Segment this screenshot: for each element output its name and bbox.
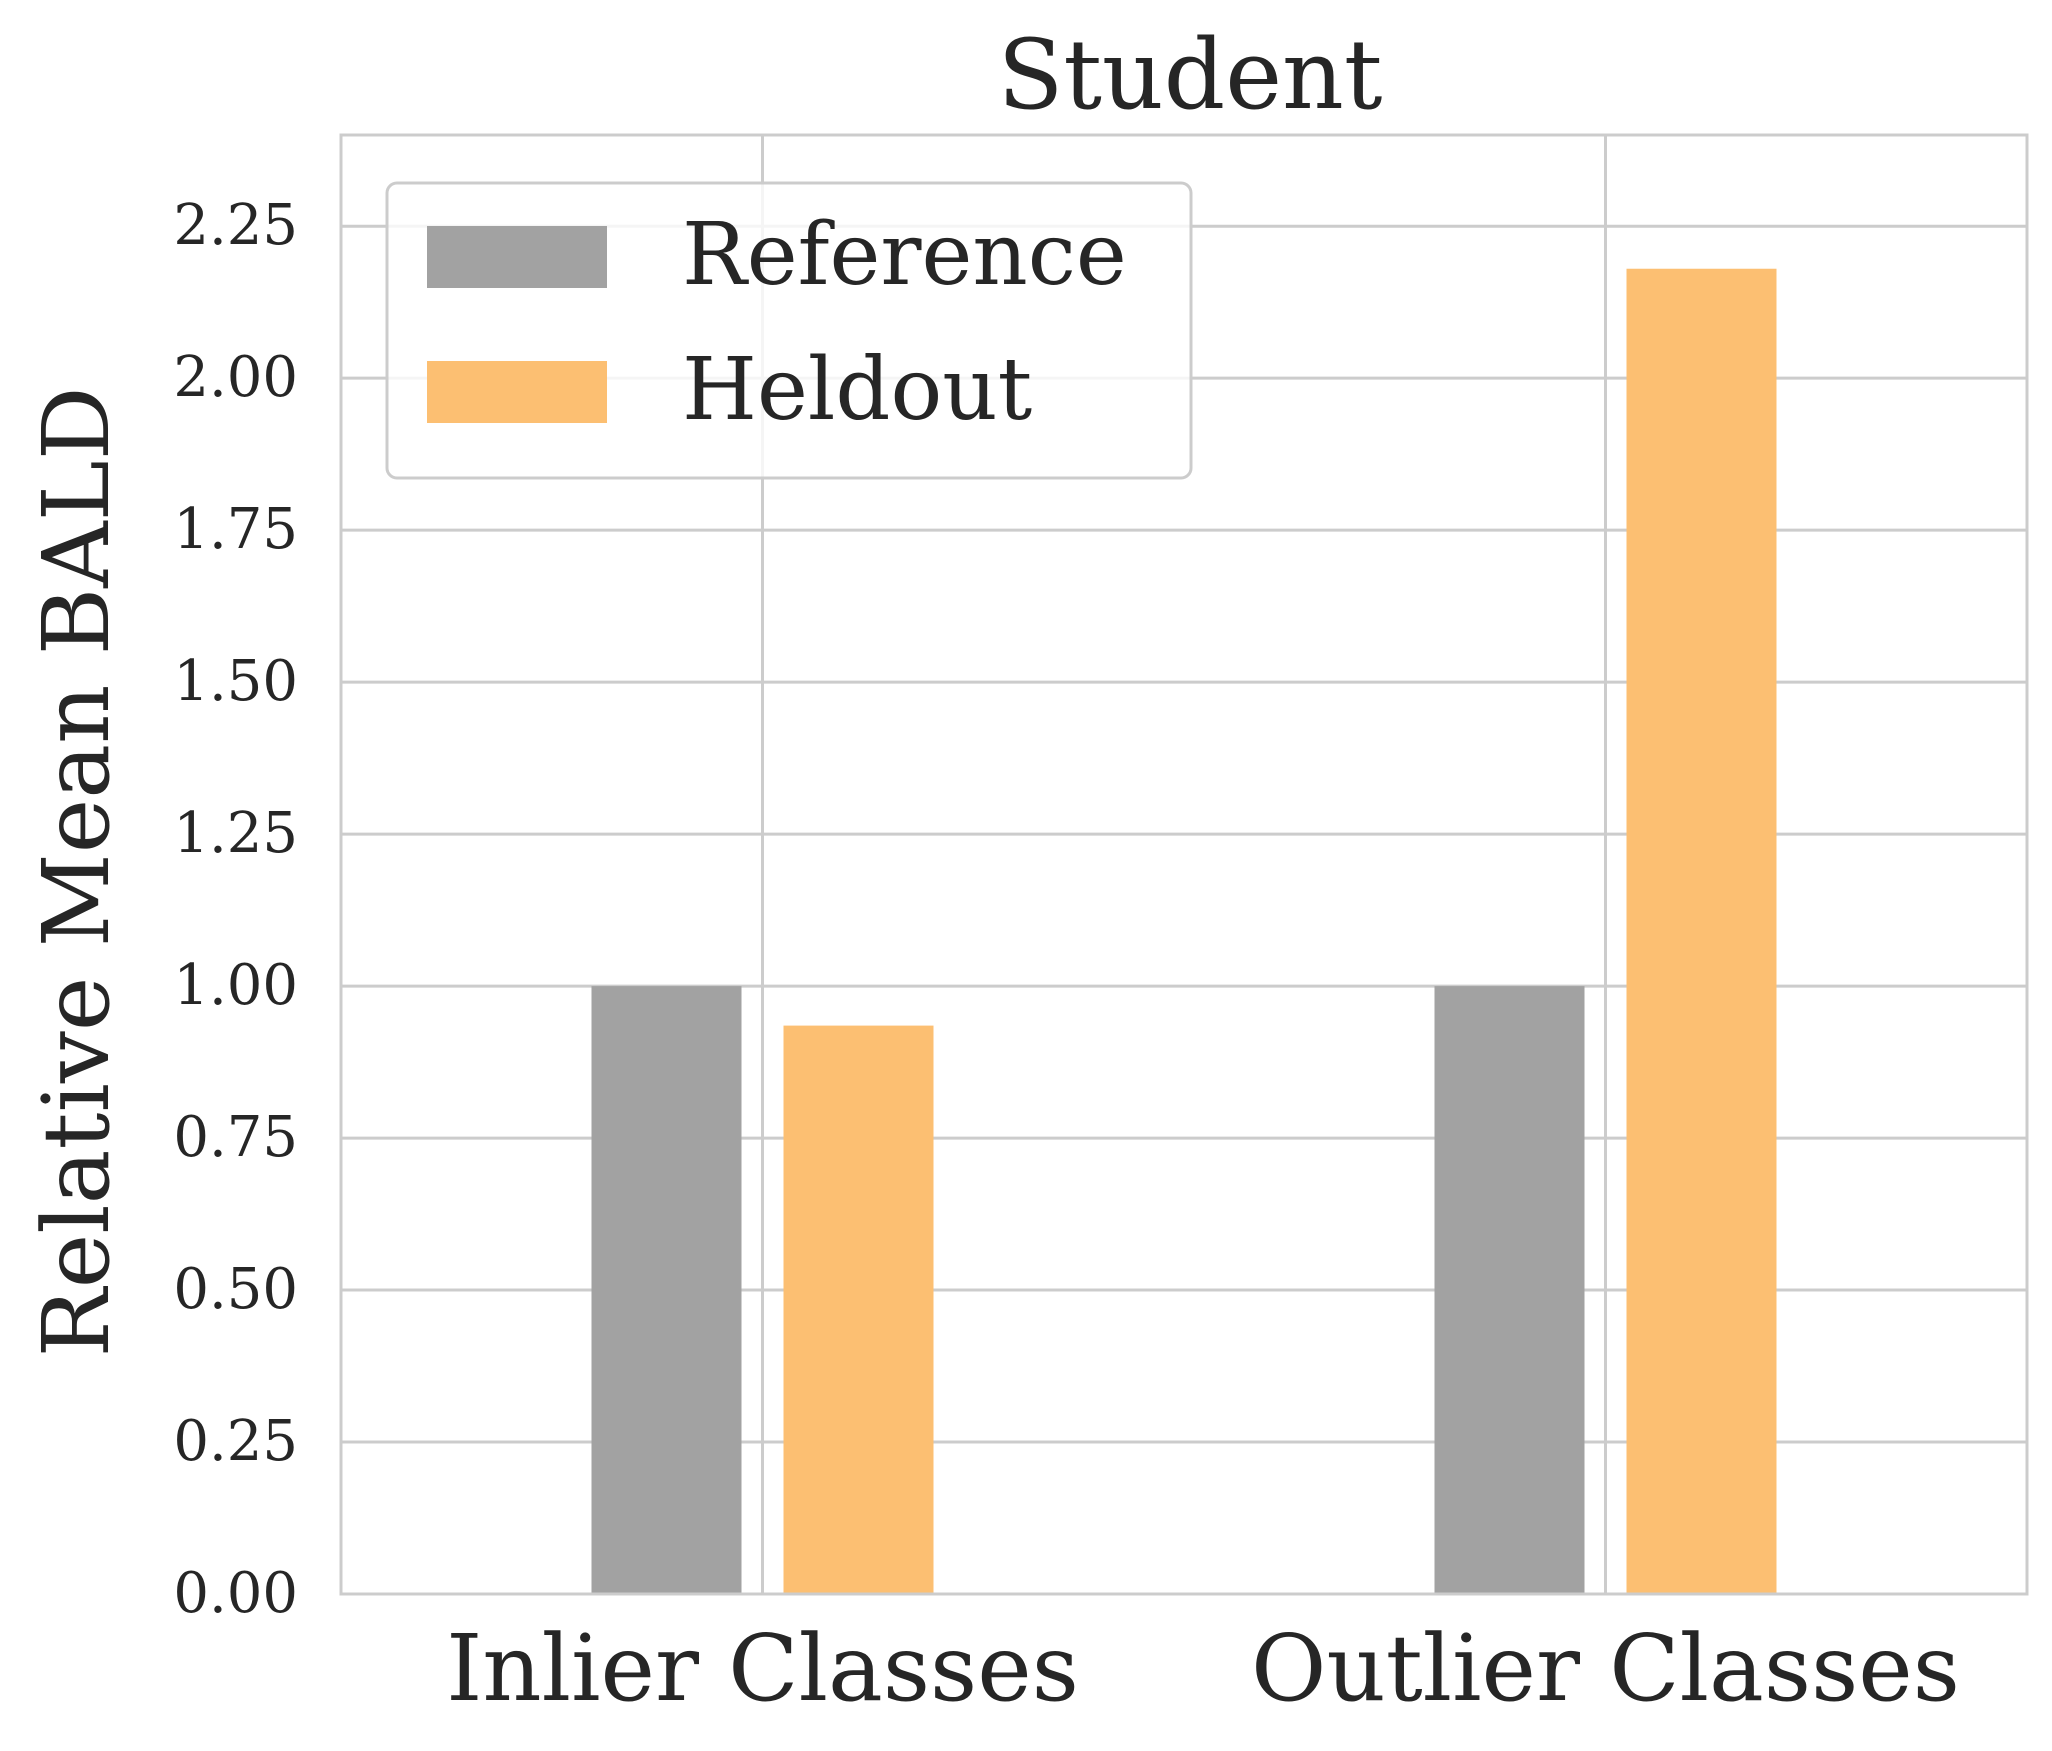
legend-swatch-reference — [427, 226, 607, 288]
bar-heldout-1 — [1626, 268, 1777, 1594]
legend-label-reference: Reference — [682, 205, 1127, 305]
y-tick-label: 0.50 — [173, 1257, 298, 1322]
y-tick-label: 0.00 — [173, 1561, 298, 1626]
y-tick-label: 2.25 — [173, 193, 298, 258]
bar-heldout-0 — [783, 1025, 934, 1594]
y-tick-label: 1.25 — [173, 801, 298, 866]
y-axis-label: Relative Mean BALD — [23, 387, 130, 1358]
x-tick-label: Outlier Classes — [1251, 1615, 1960, 1722]
bar-reference-0 — [591, 986, 742, 1594]
chart-title: Student — [998, 19, 1383, 131]
y-tick-label: 1.75 — [173, 497, 298, 562]
y-tick-labels: 0.00 0.25 0.50 0.75 1.00 1.25 1.50 1.75 2.00 2.25 — [173, 193, 298, 1626]
bar-reference-1 — [1434, 986, 1585, 1594]
y-tick-label: 0.75 — [173, 1105, 298, 1170]
legend-label-heldout: Heldout — [682, 340, 1032, 440]
legend: Reference Heldout — [385, 181, 1193, 480]
y-tick-label: 0.25 — [173, 1409, 298, 1474]
legend-swatch-heldout — [427, 361, 607, 423]
x-tick-labels: Inlier Classes Outlier Classes — [446, 1615, 1960, 1722]
bars — [591, 268, 1777, 1594]
y-tick-label: 2.00 — [173, 345, 298, 410]
y-tick-label: 1.50 — [173, 649, 298, 714]
plot-frame — [339, 133, 2029, 1596]
y-tick-label: 1.00 — [173, 953, 298, 1018]
x-tick-label: Inlier Classes — [446, 1615, 1079, 1722]
